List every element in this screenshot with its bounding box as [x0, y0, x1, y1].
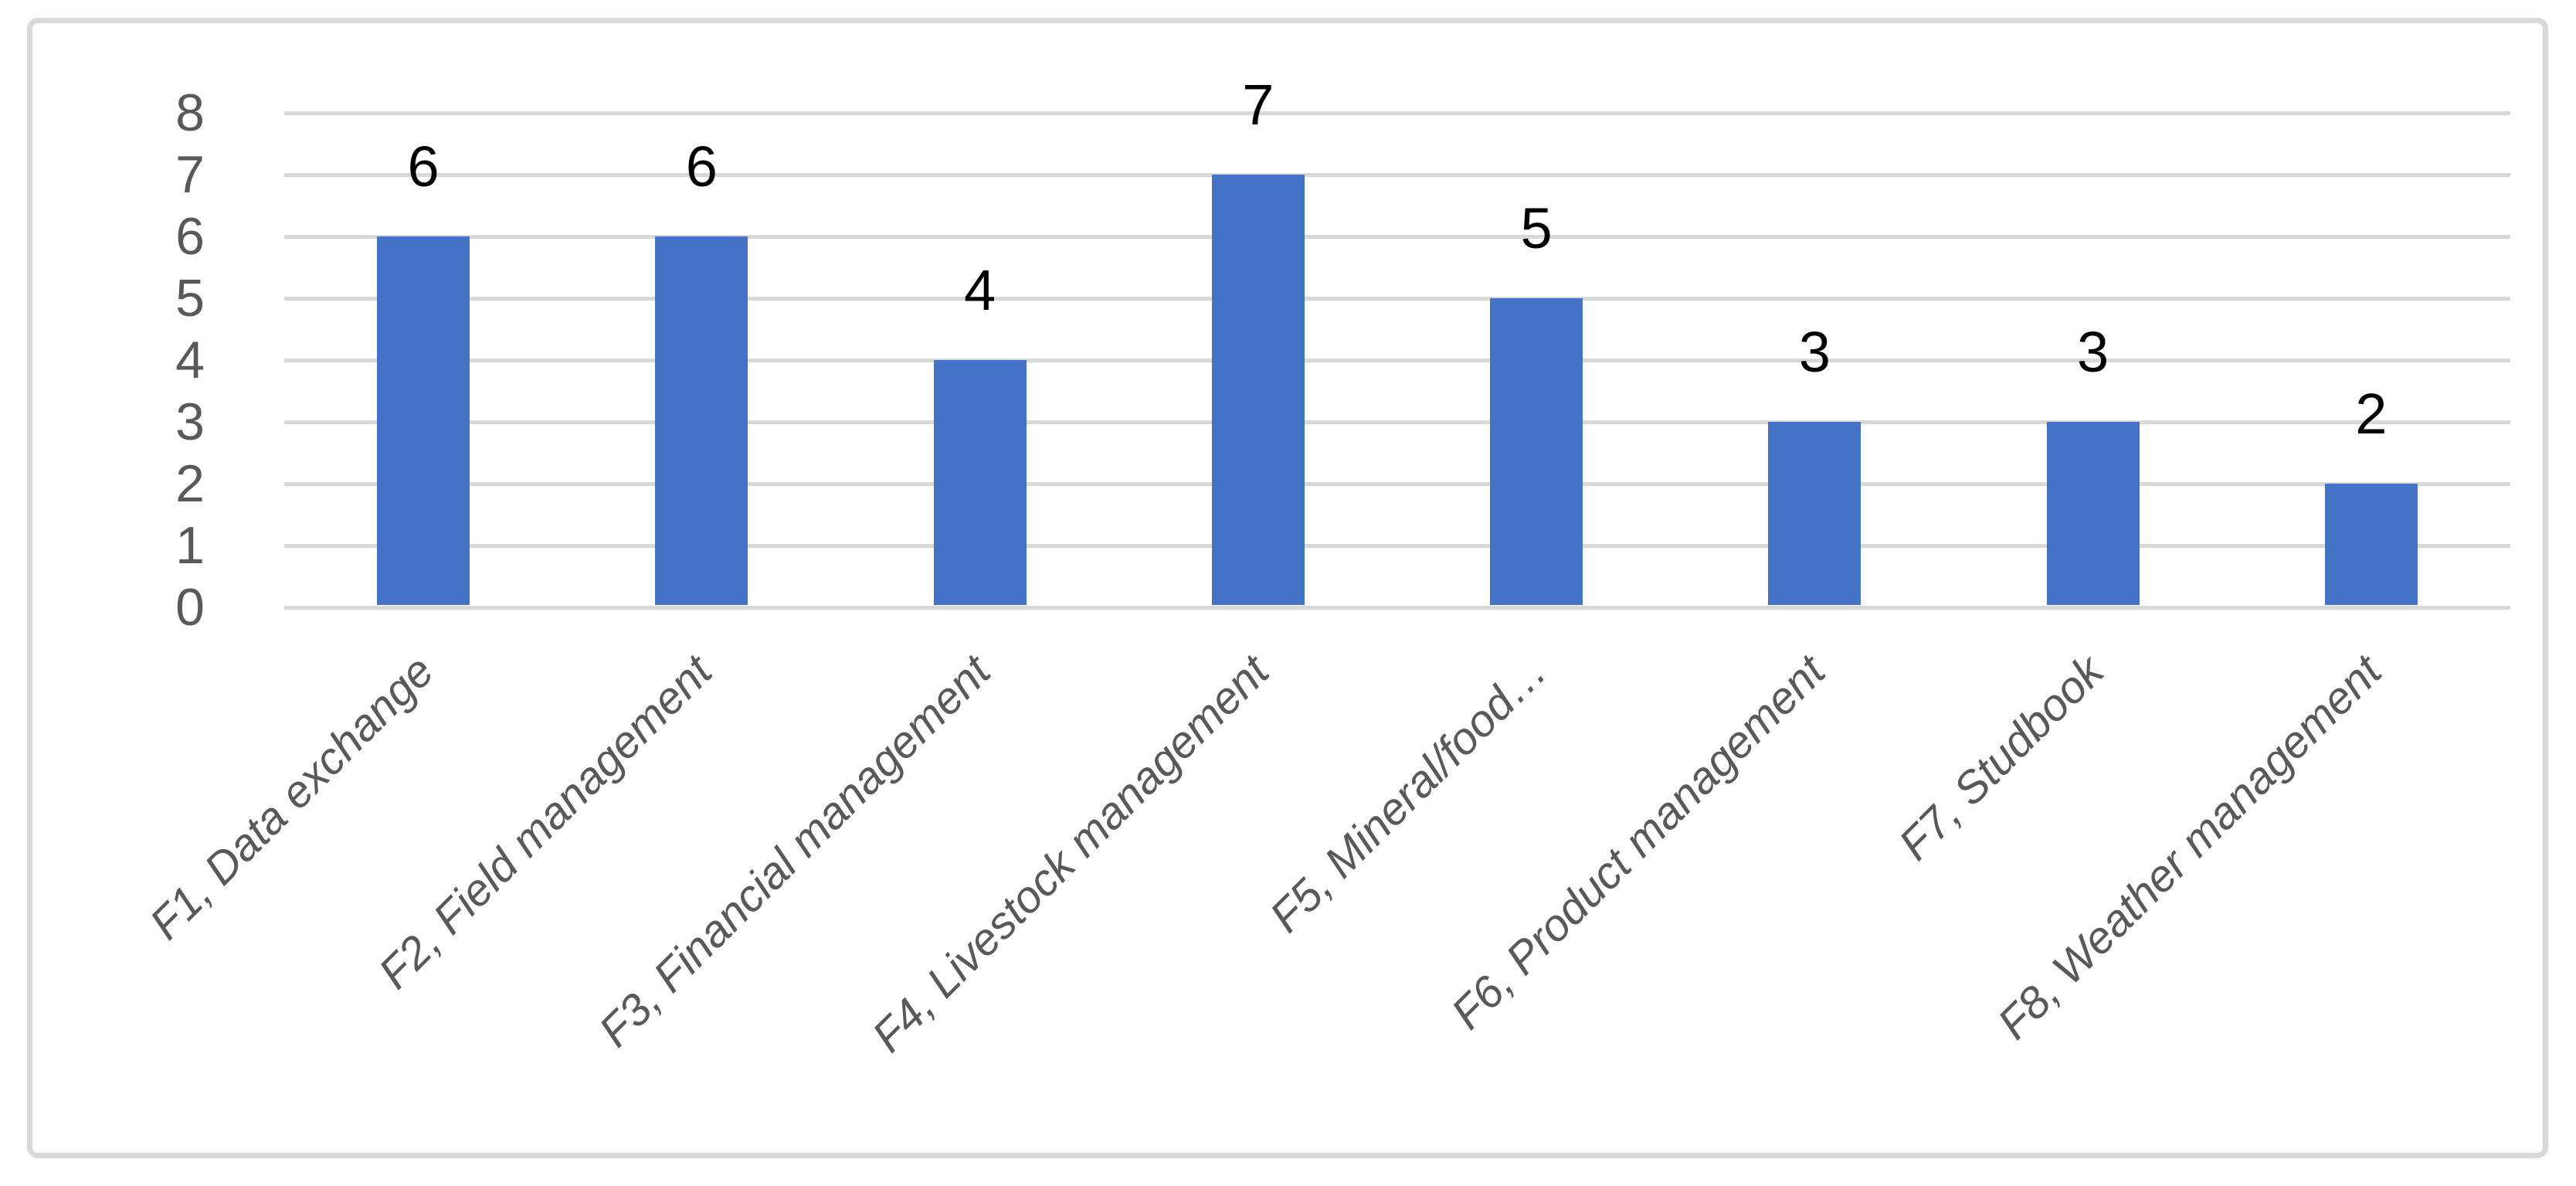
bar-value-label: 3 — [2077, 320, 2109, 384]
y-tick-label: 2 — [175, 454, 205, 513]
gridline — [284, 420, 2510, 424]
x-category-label: F7, Studbook — [1889, 645, 2113, 870]
gridline — [284, 172, 2510, 177]
x-category-label: F1, Data exchange — [140, 645, 443, 950]
bar — [2324, 484, 2418, 605]
gridline — [284, 543, 2510, 548]
y-tick-label: 3 — [175, 393, 205, 451]
gridline — [284, 605, 2510, 610]
bar-value-label: 6 — [685, 134, 718, 199]
bar — [655, 236, 748, 605]
y-tick-label: 0 — [175, 578, 205, 637]
y-tick-label: 1 — [175, 516, 205, 575]
bar-value-label: 3 — [1798, 320, 1831, 384]
bar-value-label: 5 — [1520, 196, 1553, 260]
y-tick-label: 6 — [175, 207, 205, 266]
y-tick-label: 5 — [175, 269, 205, 328]
bar — [1211, 175, 1305, 605]
bar-value-label: 7 — [1242, 73, 1274, 137]
gridline — [284, 234, 2510, 239]
x-category-label: F5, Mineral/food… — [1260, 645, 1556, 943]
gridline — [284, 110, 2510, 115]
gridline — [284, 481, 2510, 486]
y-tick-label: 4 — [175, 331, 205, 389]
y-tick-label: 7 — [175, 145, 205, 204]
gridline — [284, 296, 2510, 301]
gridline — [284, 358, 2510, 362]
bar-value-label: 2 — [2355, 382, 2388, 446]
bar — [1768, 422, 1862, 605]
bar — [933, 360, 1027, 605]
bar — [2046, 422, 2140, 605]
plot-area: 6 6 4 7 5 3 3 2 — [284, 76, 2510, 610]
bar-value-label: 4 — [964, 258, 996, 322]
bar — [1490, 298, 1583, 605]
y-tick-label: 8 — [175, 83, 205, 142]
bar — [377, 236, 470, 605]
bar-value-label: 6 — [407, 134, 440, 199]
